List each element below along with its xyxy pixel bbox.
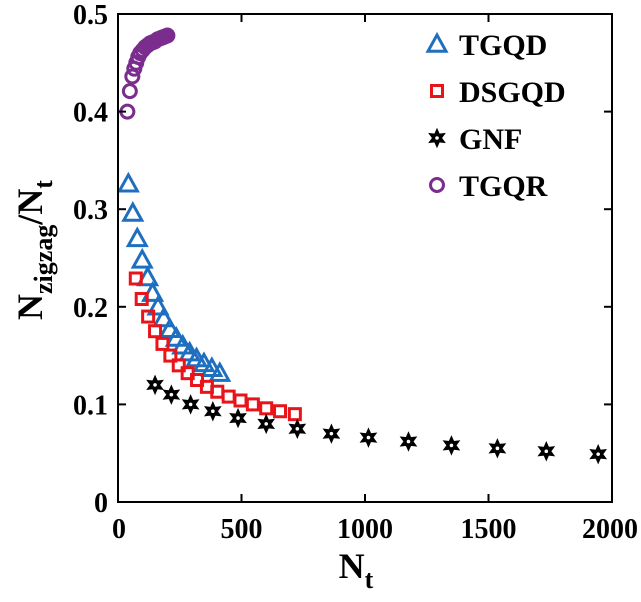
legend-marker-center (435, 136, 439, 140)
legend-item-tgqd: TGQD (425, 29, 547, 62)
data-point (221, 389, 236, 404)
data-point (146, 294, 170, 316)
data-point-center (495, 446, 500, 451)
data-point (163, 348, 178, 363)
axis-ticks (117, 13, 613, 503)
data-point-center (366, 435, 371, 440)
data-point-center (169, 392, 174, 397)
data-point-center (264, 422, 269, 426)
data-point (116, 171, 140, 193)
data-point (134, 291, 149, 306)
y-tick-label: 0.2 (73, 293, 108, 324)
series-tgqr (119, 27, 176, 120)
data-point-center (153, 383, 157, 387)
data-point (158, 317, 182, 338)
tick-labels: 0 500 1000 1500 2000 0 0.1 0.2 0.3 0.4 0.5 (73, 0, 638, 545)
y-axis-title: Nzigzag/Nt (10, 180, 58, 320)
series-dsgqd (128, 271, 302, 422)
x-tick-label: 500 (221, 514, 263, 545)
data-point-center (406, 439, 411, 444)
x-tick-label: 0 (112, 514, 126, 545)
legend-item-dsgqd: DSGQD (430, 76, 566, 109)
legend-marker (430, 84, 444, 98)
legend-label: TGQR (459, 170, 548, 203)
x-tick-label: 1000 (337, 514, 393, 545)
data-point (245, 397, 260, 412)
data-point (152, 306, 176, 328)
y-tick-label: 0.3 (73, 195, 108, 226)
data-point (155, 336, 170, 351)
data-point (159, 27, 176, 44)
data-marks (116, 27, 608, 465)
y-tick-label: 0.5 (73, 0, 108, 31)
data-point (136, 265, 160, 287)
y-tick-label: 0 (94, 488, 108, 519)
data-point (125, 226, 149, 248)
x-tick-label: 2000 (582, 514, 638, 545)
data-point-center (596, 452, 600, 456)
data-point (171, 358, 186, 373)
y-tick-label: 0.4 (73, 98, 108, 129)
legend-label: TGQD (459, 29, 547, 62)
legend-label: DSGQD (459, 76, 566, 109)
legend-marker (425, 31, 449, 53)
data-point (259, 401, 274, 416)
data-point (121, 201, 145, 222)
data-point-center (295, 427, 300, 431)
data-point (287, 407, 302, 422)
data-point (208, 361, 232, 382)
data-point (128, 271, 143, 286)
data-point (164, 325, 188, 347)
data-point (124, 68, 141, 85)
data-point-center (236, 416, 240, 420)
data-point-center (188, 402, 193, 407)
y-tick-label: 0.1 (73, 390, 108, 421)
data-point (273, 404, 288, 419)
data-point-center (211, 409, 215, 414)
data-point (130, 247, 154, 269)
x-axis-title: Nt (339, 546, 374, 594)
data-point (148, 324, 163, 339)
data-point (121, 83, 138, 100)
data-point-center (449, 443, 454, 448)
data-point-center (544, 449, 549, 454)
legend-item-tgqr: TGQR (429, 170, 548, 203)
x-tick-label: 1500 (461, 514, 517, 545)
legend-item-gnf: GNF (428, 123, 522, 156)
series-gnf (146, 374, 608, 465)
data-point (233, 393, 248, 408)
legend-marker (429, 177, 445, 193)
data-point (141, 309, 156, 324)
legend: TGQD DSGQD GNF TGQR (425, 29, 566, 203)
legend-label: GNF (459, 123, 522, 156)
data-point-center (329, 431, 334, 436)
